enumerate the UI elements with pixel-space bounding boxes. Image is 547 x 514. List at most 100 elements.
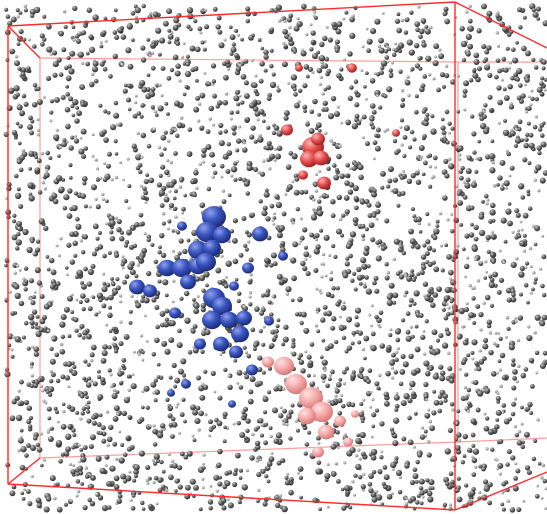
particle [95, 492, 99, 496]
particle [539, 81, 544, 87]
particle [103, 16, 108, 21]
particle [143, 190, 149, 196]
particle [520, 405, 524, 410]
particle [110, 178, 114, 182]
particle [501, 56, 507, 62]
particle [272, 216, 277, 220]
particle [448, 131, 452, 135]
particle [175, 133, 180, 139]
particle [197, 428, 201, 432]
particle [217, 29, 223, 35]
particle [502, 129, 510, 136]
particle [364, 275, 369, 280]
particle [394, 407, 399, 412]
particle [236, 369, 243, 376]
particle [344, 180, 350, 186]
particle [522, 15, 527, 20]
particle [174, 36, 180, 42]
particle [96, 167, 100, 171]
particle [89, 501, 96, 507]
particle [319, 291, 323, 295]
particle [411, 207, 415, 212]
particle [122, 452, 128, 458]
particle [119, 300, 123, 304]
particle [318, 82, 323, 87]
particle [390, 430, 396, 436]
particle [370, 344, 377, 352]
particle [478, 311, 484, 318]
particle [433, 228, 440, 235]
particle [329, 400, 336, 406]
particle [477, 66, 482, 72]
particle [336, 153, 342, 160]
particle [438, 400, 444, 406]
particle [363, 335, 370, 342]
particle [139, 79, 146, 87]
particle [355, 463, 362, 471]
particle [531, 456, 537, 462]
particle [441, 84, 447, 89]
particle [109, 219, 116, 227]
particle [313, 267, 319, 273]
particle [540, 283, 545, 289]
particle [196, 295, 200, 298]
particle [55, 244, 59, 248]
particle [101, 197, 106, 201]
particle [398, 269, 403, 274]
particle [403, 293, 407, 298]
particle [257, 136, 264, 143]
particle [304, 257, 308, 261]
particle [36, 446, 43, 453]
particle [58, 72, 64, 77]
particle [344, 261, 350, 267]
particle [478, 213, 485, 220]
particle [207, 499, 214, 505]
particle [234, 277, 239, 282]
particle [53, 406, 58, 411]
particle [45, 168, 49, 172]
particle [427, 408, 431, 412]
particle [465, 302, 469, 306]
particle [302, 104, 308, 110]
particle [198, 410, 205, 417]
particle [305, 271, 311, 277]
particle [425, 370, 431, 377]
particle [83, 266, 88, 272]
particle [165, 397, 170, 402]
particle [82, 376, 87, 381]
particle [507, 66, 512, 70]
particle [217, 448, 223, 455]
particle [519, 265, 526, 272]
particle [465, 33, 472, 41]
particle [19, 435, 23, 439]
particle [23, 4, 28, 8]
particle [261, 210, 268, 217]
particle [285, 164, 292, 170]
particle [107, 505, 112, 510]
particle [421, 109, 427, 114]
particle [344, 209, 350, 215]
blue-cluster-sphere [212, 296, 232, 316]
particle [163, 320, 167, 324]
particle [121, 266, 125, 270]
particle [303, 64, 310, 70]
particle [394, 403, 400, 409]
particle [12, 213, 17, 218]
particle [269, 27, 275, 33]
particle [332, 163, 337, 168]
particle [102, 66, 108, 72]
particle [201, 477, 205, 481]
particle [429, 25, 433, 30]
particle [110, 16, 117, 23]
particle [276, 273, 283, 280]
particle [78, 148, 85, 155]
particle [297, 296, 303, 303]
particle [208, 434, 212, 438]
particle [406, 178, 413, 184]
particle [241, 484, 248, 491]
particle [64, 266, 69, 270]
particle [442, 393, 448, 399]
particle [174, 215, 178, 219]
particle [402, 169, 406, 173]
